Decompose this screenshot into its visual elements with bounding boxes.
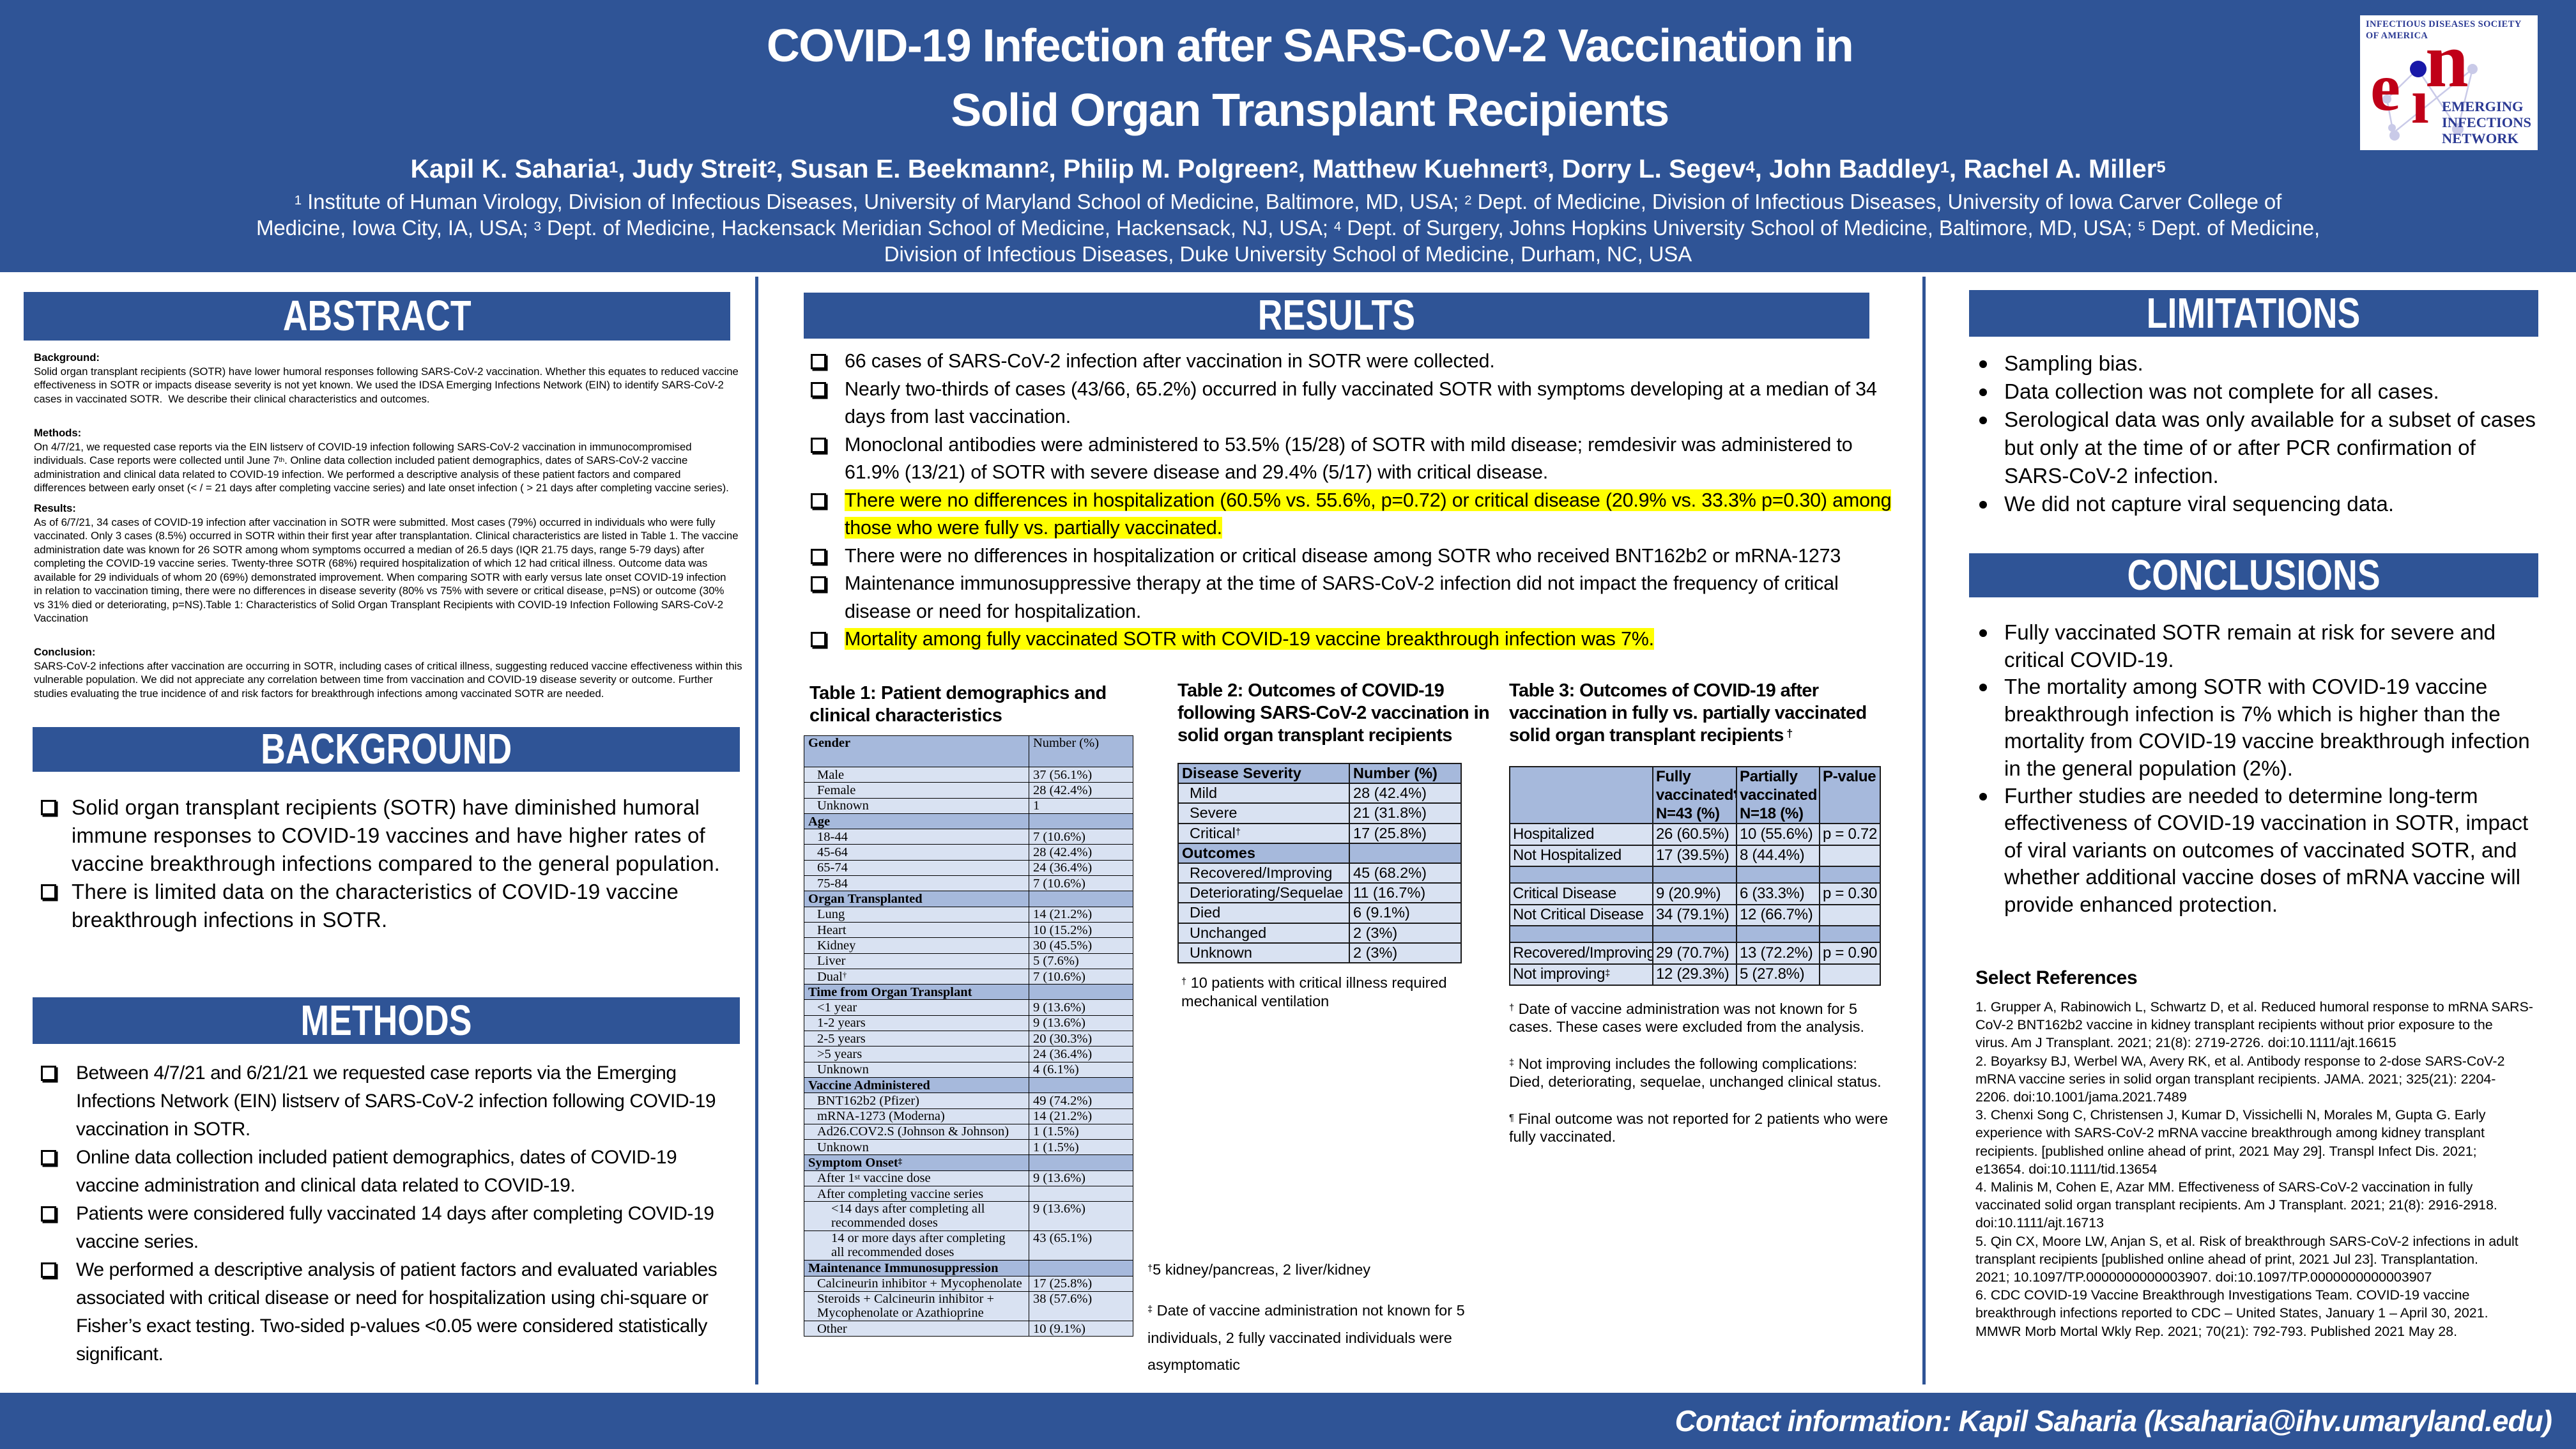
svg-text:INFECTIOUS DISEASES SOCIETY: INFECTIOUS DISEASES SOCIETY — [2366, 19, 2522, 29]
svg-text:OF AMERICA: OF AMERICA — [2366, 31, 2428, 41]
svg-text:EMERGING: EMERGING — [2442, 98, 2524, 114]
svg-text:NETWORK: NETWORK — [2442, 130, 2519, 146]
svg-text:ı: ı — [2411, 66, 2429, 137]
svg-text:e: e — [2370, 50, 2400, 125]
svg-text:n: n — [2425, 17, 2469, 103]
svg-text:INFECTIONS: INFECTIONS — [2442, 114, 2531, 130]
